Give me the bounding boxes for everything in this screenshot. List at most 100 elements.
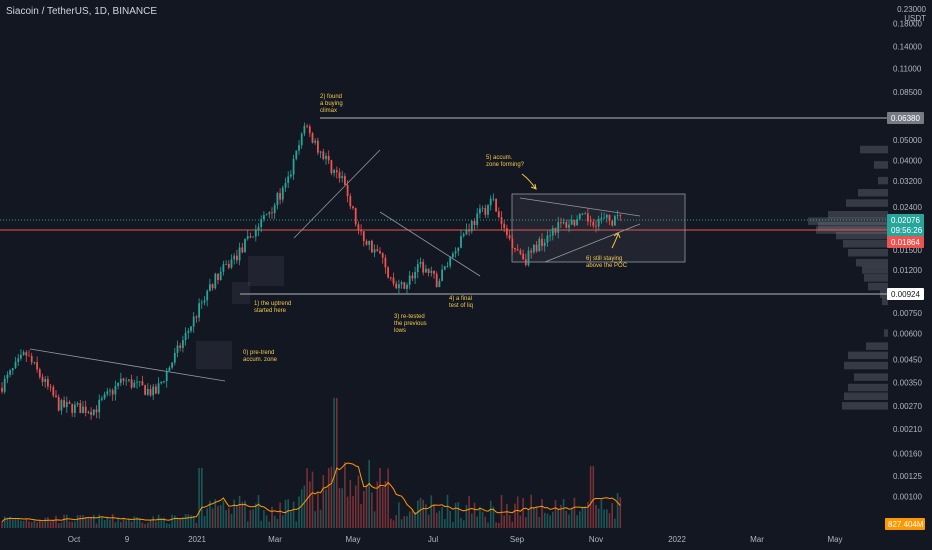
candle-body bbox=[443, 266, 446, 270]
candle-body bbox=[357, 224, 360, 231]
downtrend-line[interactable] bbox=[379, 211, 481, 277]
volume-bar bbox=[268, 521, 271, 528]
triangle-lower-line[interactable] bbox=[544, 223, 641, 263]
volume-bar bbox=[111, 514, 114, 528]
volume-bar bbox=[55, 515, 57, 528]
candle-body bbox=[41, 376, 44, 382]
volume-bar bbox=[444, 519, 446, 528]
x-tick-label: Oct bbox=[68, 535, 81, 544]
candle-body bbox=[68, 402, 71, 404]
candle-body bbox=[338, 172, 341, 179]
candle-body bbox=[325, 155, 327, 160]
volume-bar bbox=[560, 504, 562, 528]
candle-body bbox=[122, 378, 125, 381]
volume-bar bbox=[230, 513, 233, 528]
candle-body bbox=[44, 379, 47, 382]
candle-body bbox=[273, 205, 276, 214]
volume-bar bbox=[22, 521, 25, 528]
volume-bar bbox=[184, 514, 187, 528]
y-axis[interactable]: 0.18000 0.14000 0.11000 0.08500 0.05000 0.040… bbox=[893, 20, 922, 502]
candle-body bbox=[381, 253, 384, 258]
candle-body bbox=[495, 198, 497, 212]
triangle-upper-line[interactable] bbox=[519, 197, 641, 217]
volume-bar bbox=[174, 515, 176, 528]
arrow-6 bbox=[611, 232, 621, 249]
volume-bar bbox=[325, 489, 327, 528]
candle-body bbox=[516, 249, 519, 251]
candle-body bbox=[246, 236, 249, 239]
price-tag-poc: 0.01864 bbox=[887, 236, 924, 248]
candle-body bbox=[322, 151, 325, 160]
candle-body bbox=[619, 215, 622, 217]
volume-bar bbox=[103, 520, 106, 528]
volume-bar bbox=[522, 498, 524, 528]
candle-body bbox=[157, 383, 160, 394]
x-axis[interactable]: Oct 9 2021 Mar May Jul Sep Nov 2022 Mar May bbox=[68, 535, 843, 544]
candle-body bbox=[160, 381, 163, 384]
y-tick-label: 0.00210 bbox=[893, 425, 922, 434]
volume-bars bbox=[1, 398, 622, 528]
candle-body bbox=[28, 355, 30, 357]
candle-body bbox=[503, 223, 506, 229]
volume-bar bbox=[209, 500, 211, 528]
candle-body bbox=[554, 228, 557, 233]
candle-body bbox=[497, 211, 500, 218]
volume-bar bbox=[246, 521, 249, 528]
volume-bar bbox=[333, 398, 335, 528]
volume-bar bbox=[195, 523, 198, 528]
candle-body bbox=[87, 411, 90, 413]
candle-body bbox=[290, 174, 292, 177]
volume-bar bbox=[298, 496, 300, 528]
volume-bar bbox=[449, 510, 451, 528]
volume-bar bbox=[462, 520, 465, 528]
candle-body bbox=[109, 390, 111, 392]
volume-bar bbox=[228, 508, 230, 528]
y-tick-label: 0.18000 bbox=[893, 20, 922, 29]
candle-body bbox=[584, 213, 587, 215]
candles bbox=[1, 122, 622, 420]
volume-bar bbox=[457, 502, 460, 528]
volume-profile-bar bbox=[868, 282, 888, 291]
volume-bar bbox=[584, 506, 586, 528]
candle-body bbox=[422, 261, 425, 273]
candle-body bbox=[179, 345, 182, 348]
candle-body bbox=[263, 215, 265, 220]
volume-bar bbox=[354, 485, 357, 528]
candle-body bbox=[284, 183, 287, 188]
volume-bar bbox=[36, 522, 38, 528]
price-tag-resistance-text: 0.06380 bbox=[891, 114, 920, 123]
volume-bar bbox=[33, 520, 36, 528]
candle-body bbox=[527, 250, 530, 265]
pre-trend-downtrend-line[interactable] bbox=[29, 348, 226, 382]
candle-body bbox=[317, 140, 319, 153]
candle-body bbox=[373, 249, 376, 253]
candle-body bbox=[52, 387, 55, 396]
candle-body bbox=[479, 208, 481, 214]
volume-bar bbox=[576, 515, 578, 528]
volume-bar bbox=[155, 521, 157, 528]
annotation-1: 1) the uptrend started here bbox=[254, 301, 291, 314]
volume-bar bbox=[276, 519, 279, 528]
volume-profile bbox=[808, 145, 888, 410]
candle-body bbox=[300, 133, 303, 146]
uptrend-line[interactable] bbox=[293, 149, 381, 239]
volume-bar bbox=[525, 517, 527, 528]
chart-title: Siacoin / TetherUS, 1D, BINANCE bbox=[6, 6, 157, 17]
candle-body bbox=[63, 400, 65, 407]
candle-body bbox=[190, 326, 192, 331]
volume-bar bbox=[171, 514, 173, 528]
volume-bar bbox=[489, 500, 492, 528]
candle-body bbox=[476, 213, 479, 225]
candle-body bbox=[546, 235, 549, 243]
price-tag-last-text: 0.02076 bbox=[891, 216, 920, 225]
volume-bar bbox=[422, 499, 424, 528]
volume-bar bbox=[338, 487, 341, 528]
volume-bar bbox=[398, 502, 400, 528]
volume-bar bbox=[508, 515, 511, 528]
candle-body bbox=[244, 238, 246, 253]
y-tick-label: 0.01200 bbox=[893, 266, 922, 275]
volume-profile-bar bbox=[884, 329, 888, 337]
candle-body bbox=[384, 257, 387, 268]
volume-bar bbox=[554, 500, 557, 528]
